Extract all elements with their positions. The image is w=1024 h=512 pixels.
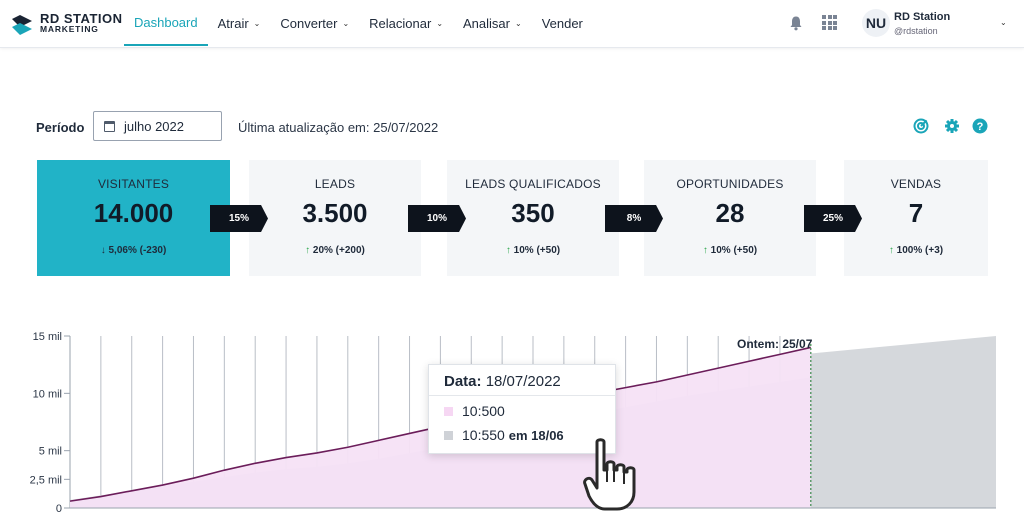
tooltip-divider — [429, 395, 615, 396]
nav-vender[interactable]: Vender — [541, 15, 583, 31]
conversion-rate-badge: 10% — [408, 205, 466, 232]
chevron-down-icon: ⌄ — [253, 18, 261, 28]
brand-name: RD STATION — [40, 11, 123, 26]
funnel-card-vendas[interactable]: VENDAS 7 ↑ 100% (+3) — [844, 160, 988, 276]
user-name[interactable]: RD Station — [894, 11, 951, 23]
y-tick-label: 2,5 mil — [30, 474, 62, 486]
card-delta: ↑ 10% (+50) — [702, 245, 758, 256]
nav-relacionar[interactable]: Relacionar ⌄ — [369, 15, 444, 31]
logo-mark-icon — [12, 15, 32, 35]
y-tick-label: 10 mil — [33, 388, 62, 400]
conversion-rate-badge: 25% — [804, 205, 862, 232]
card-delta: ↑ 100% (+3) — [888, 245, 944, 256]
apps-grid-icon[interactable] — [822, 15, 837, 30]
card-delta: ↑ 10% (+50) — [505, 245, 561, 256]
y-tick-label: 0 — [56, 503, 62, 512]
card-label: LEADS — [314, 177, 356, 191]
last-update-text: Última atualização em: 25/07/2022 — [238, 120, 439, 135]
card-value: 7 — [908, 198, 924, 228]
period-label: Período — [36, 120, 85, 135]
card-label: LEADS QUALIFICADOS — [465, 177, 601, 191]
conversion-rate-badge: 15% — [210, 205, 268, 232]
tooltip-previous-row: 10:550 em 18/06 — [444, 427, 564, 443]
brand-subtitle: MARKETING — [40, 24, 99, 34]
funnel-card-leads[interactable]: LEADS 3.500 ↑ 20% (+200) — [249, 160, 421, 276]
chart-tooltip: Data: 18/07/2022 10:500 10:550 em 18/06 — [428, 364, 616, 454]
calendar-icon — [104, 120, 115, 132]
card-value: 14.000 — [93, 198, 174, 228]
help-icon[interactable]: ? — [972, 118, 988, 134]
arrow-up-icon: ↑ — [305, 245, 311, 256]
arrow-up-icon: ↑ — [702, 245, 708, 256]
arrow-up-icon: ↑ — [505, 245, 511, 256]
yesterday-marker-label: Ontem: 25/07 — [737, 337, 813, 351]
rd-station-logo[interactable]: RD STATION MARKETING — [10, 11, 123, 37]
card-value: 350 — [511, 198, 555, 228]
forecast-area — [810, 336, 996, 508]
tooltip-title: Data: 18/07/2022 — [444, 373, 561, 390]
chevron-down-icon[interactable]: ⌄ — [1000, 18, 1007, 27]
hand-pointer-cursor-icon — [583, 438, 636, 511]
gear-icon[interactable] — [944, 118, 960, 134]
nav-converter[interactable]: Converter ⌄ — [280, 15, 350, 31]
funnel-card-visitantes[interactable]: VISITANTES 14.000 ↓ 5,06% (-230) — [37, 160, 230, 276]
avatar[interactable]: NU — [862, 9, 890, 37]
previous-period-swatch — [444, 430, 453, 440]
period-value: julho 2022 — [124, 118, 184, 134]
chevron-down-icon: ⌄ — [342, 18, 350, 28]
card-value: 28 — [715, 198, 745, 228]
arrow-up-icon: ↑ — [888, 245, 894, 256]
chevron-down-icon: ⌄ — [436, 18, 444, 28]
nav-analisar[interactable]: Analisar ⌄ — [463, 15, 522, 31]
conversion-rate-badge: 8% — [605, 205, 663, 232]
current-period-swatch — [444, 406, 453, 416]
user-handle: @rdstation — [894, 26, 938, 36]
y-tick-label: 5 mil — [39, 446, 62, 458]
nav-atrair[interactable]: Atrair ⌄ — [217, 15, 261, 31]
funnel-card-oportunidades[interactable]: OPORTUNIDADES 28 ↑ 10% (+50) — [644, 160, 816, 276]
bell-icon[interactable] — [788, 15, 804, 31]
tooltip-current-row: 10:500 — [444, 403, 505, 419]
svg-text:?: ? — [977, 121, 984, 133]
card-value: 3.500 — [302, 198, 368, 228]
card-label: VENDAS — [890, 177, 942, 191]
top-navigation-bar: RD STATION MARKETING Dashboard Atrair ⌄ C… — [0, 0, 1024, 48]
period-picker[interactable]: julho 2022 — [93, 111, 222, 141]
y-tick-label: 15 mil — [33, 331, 62, 343]
main-nav: Dashboard Atrair ⌄ Converter ⌄ Relacionar ⌄… — [124, 0, 593, 48]
chevron-down-icon: ⌄ — [514, 18, 522, 28]
card-delta: ↑ 20% (+200) — [305, 245, 365, 256]
goal-icon[interactable] — [913, 118, 929, 134]
funnel-card-leads-qualificados[interactable]: LEADS QUALIFICADOS 350 ↑ 10% (+50) — [447, 160, 619, 276]
nav-dashboard[interactable]: Dashboard — [124, 0, 208, 46]
card-label: VISITANTES — [97, 177, 170, 191]
card-label: OPORTUNIDADES — [676, 177, 784, 191]
card-delta: ↓ 5,06% (-230) — [100, 245, 167, 256]
